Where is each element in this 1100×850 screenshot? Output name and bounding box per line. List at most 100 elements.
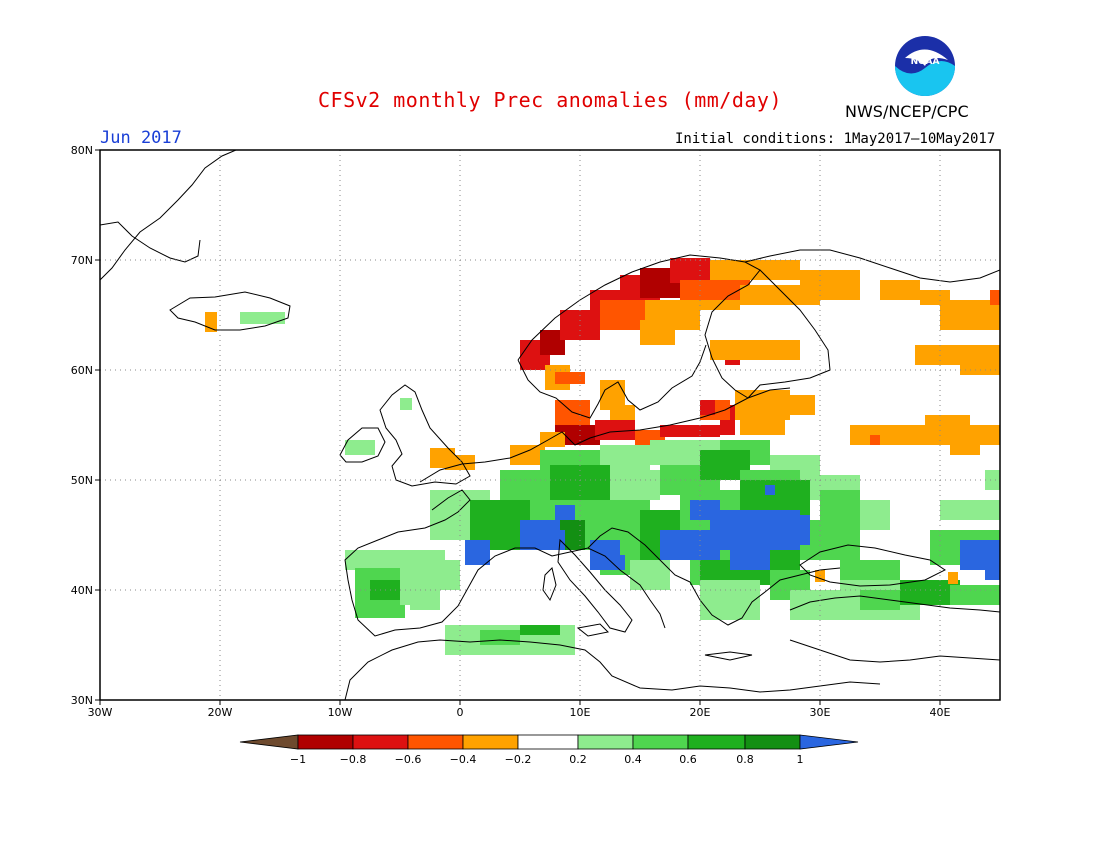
anomaly-cell (760, 515, 810, 545)
anomaly-cell (555, 505, 575, 520)
colorbar-box (517, 734, 579, 750)
anomaly-cell (410, 595, 440, 610)
turkey-coast (789, 595, 1000, 663)
noaa-logo-icon: NOAA (895, 36, 955, 96)
colorbar-label: −0.2 (505, 753, 532, 766)
colorbar-box (687, 734, 746, 750)
colorbar-label: 0.2 (569, 753, 587, 766)
anomaly-cell (595, 420, 635, 440)
initial-conditions: Initial conditions: 1May2017—10May2017 (675, 131, 996, 147)
lat-tick-label: 60N (71, 364, 93, 377)
europe-north-coast (419, 387, 791, 483)
anomaly-cell (640, 320, 675, 345)
islands-coast (542, 567, 753, 661)
north-africa-coast (344, 639, 881, 700)
noaa-logo-text: NOAA (911, 57, 940, 67)
greenland-coast (100, 150, 237, 281)
colorbar-box (632, 734, 689, 750)
anomaly-cell (950, 440, 980, 455)
lon-tick-label: 10E (570, 706, 591, 719)
anomaly-cell (400, 398, 412, 410)
colorbar: −1 −0.8 −0.6 −0.4 −0.2 0.2 0.4 0.6 0.8 1 (239, 734, 859, 766)
anomaly-cell (915, 345, 1000, 365)
anomaly-cell (610, 405, 635, 420)
coastlines (100, 150, 1000, 700)
colorbar-box (297, 734, 354, 750)
lat-tick-label: 70N (71, 254, 93, 267)
lon-tick-label: 20W (208, 706, 233, 719)
western-europe-coast (344, 489, 691, 637)
anomaly-cell (925, 415, 970, 430)
chart-title: CFSv2 monthly Prec anomalies (mm/day) (317, 88, 783, 112)
colorbar-label: 0.4 (624, 753, 642, 766)
anomaly-cell (205, 312, 217, 332)
anomaly-cell (610, 555, 625, 570)
colorbar-max-arrow (799, 734, 859, 750)
colorbar-min-arrow (239, 734, 299, 750)
anomaly-cell (520, 625, 560, 635)
anomaly-cell (555, 372, 585, 384)
colorbar-box (352, 734, 409, 750)
anomaly-cell (670, 258, 710, 283)
anomaly-cell (860, 500, 890, 530)
anomaly-cell (700, 580, 760, 620)
anomaly-cell (710, 340, 800, 360)
lat-tick-label: 80N (71, 144, 93, 157)
lat-tick-label: 50N (71, 474, 93, 487)
anomaly-cell (240, 312, 285, 324)
anomaly-cell (740, 410, 785, 435)
black-sea-coast (799, 544, 946, 587)
lon-tick-label: 30E (810, 706, 831, 719)
anomaly-cell (535, 530, 565, 550)
finland-coast (744, 249, 1000, 399)
lon-tick-label: 30W (88, 706, 113, 719)
anomaly-cell (345, 440, 375, 455)
lat-tick-label: 30N (71, 694, 93, 707)
anomaly-cell (500, 470, 550, 500)
anomaly-cell (860, 590, 900, 610)
balkans-coast (689, 567, 841, 626)
anomaly-cell (480, 630, 520, 645)
colorbar-label: −0.4 (450, 753, 477, 766)
lon-tick-label: 10W (328, 706, 353, 719)
anomaly-cell (940, 500, 1000, 520)
anomaly-cell (600, 300, 645, 330)
lon-tick-label: 40E (930, 706, 951, 719)
colorbar-box (577, 734, 634, 750)
anomaly-cell (700, 280, 750, 300)
colorbar-label: −0.6 (395, 753, 422, 766)
graticule (100, 150, 1000, 700)
anomaly-cell (985, 470, 1000, 490)
anomaly-cell (950, 585, 1000, 605)
colorbar-box (462, 734, 519, 750)
lon-tick-label: 20E (690, 706, 711, 719)
lat-tick-label: 40N (71, 584, 93, 597)
colorbar-label: −1 (290, 753, 306, 766)
anomaly-cell (540, 432, 565, 447)
anomaly-cell (610, 470, 660, 500)
anomaly-cell (985, 560, 1000, 580)
anomaly-cell (948, 572, 958, 584)
anomaly-cell (990, 290, 1000, 305)
colorbar-label: −0.8 (340, 753, 367, 766)
anomaly-cell (840, 560, 900, 580)
agency-label: NWS/NCEP/CPC (845, 102, 969, 121)
colorbar-label: 0.8 (736, 753, 754, 766)
anomaly-cell (465, 540, 490, 565)
anomaly-field (205, 258, 1000, 655)
anomaly-cell (555, 425, 600, 445)
anomaly-cell (790, 395, 815, 415)
anomaly-cell (880, 280, 920, 300)
lon-tick-label: 0 (457, 706, 464, 719)
colorbar-label: 1 (797, 753, 804, 766)
anomaly-cell (440, 560, 460, 590)
italy-coast (557, 538, 633, 633)
anomaly-cell (765, 485, 775, 495)
anomaly-cell (630, 560, 670, 590)
anomaly-cell (700, 400, 715, 415)
anomaly-cell (510, 445, 545, 465)
colorbar-box (744, 734, 801, 750)
anomaly-cell (660, 425, 720, 437)
map-frame (99, 149, 1001, 701)
